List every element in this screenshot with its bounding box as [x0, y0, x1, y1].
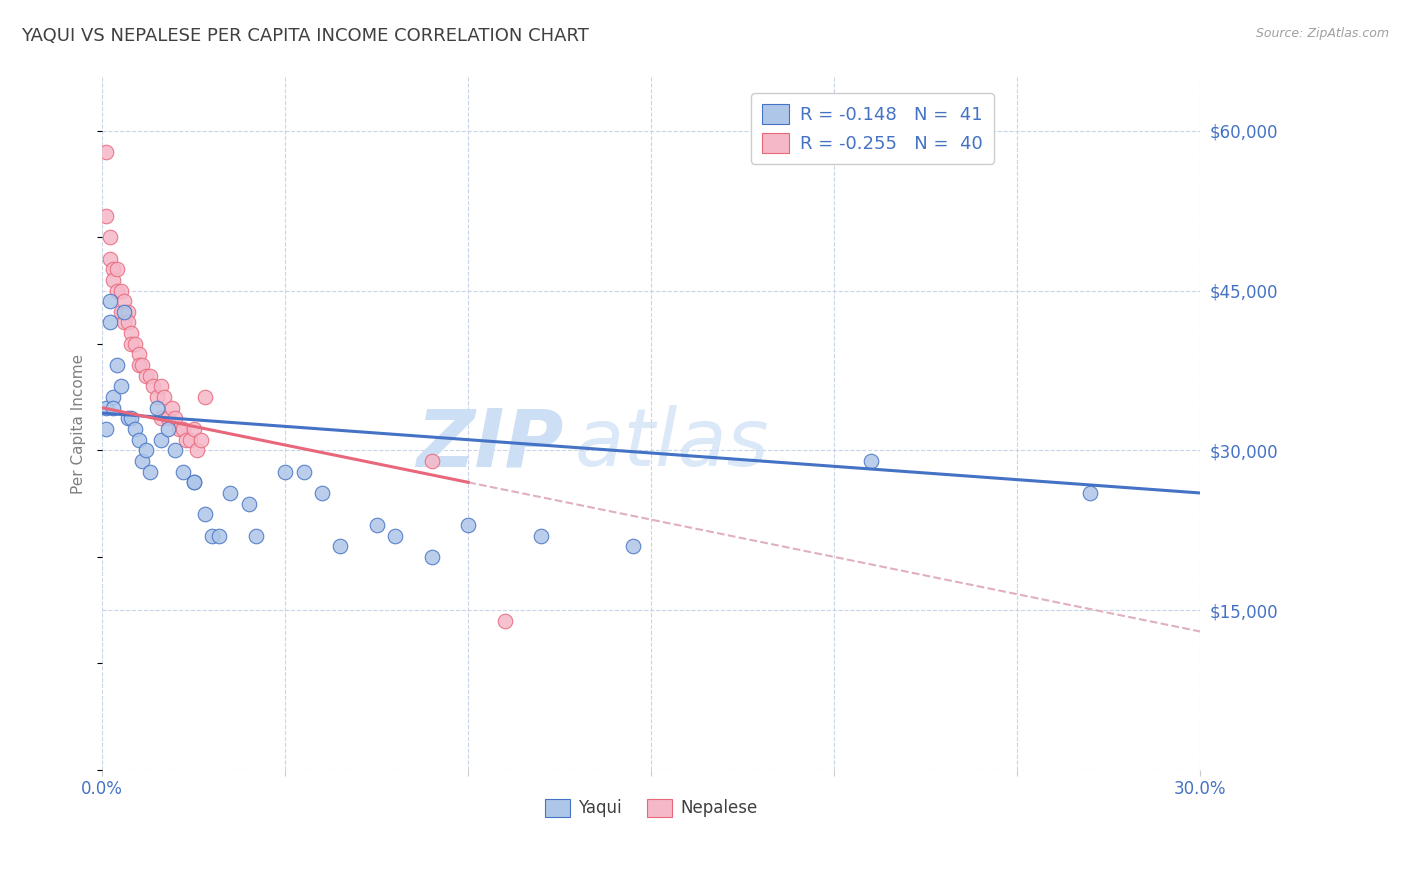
Point [117, 316, 139, 330]
Point [128, 433, 150, 447]
Point [179, 433, 201, 447]
Point [172, 422, 194, 436]
Point [112, 316, 135, 330]
Point [135, 368, 157, 383]
Point [384, 528, 406, 542]
Point [110, 284, 132, 298]
Point [183, 422, 205, 436]
Text: Source: ZipAtlas.com: Source: ZipAtlas.com [1256, 27, 1389, 40]
Point [149, 411, 172, 425]
Point [131, 358, 153, 372]
Point [149, 433, 172, 447]
Point [131, 454, 153, 468]
Point [457, 517, 479, 532]
Point [621, 539, 644, 553]
Point [105, 358, 128, 372]
Point [98, 230, 121, 244]
Point [124, 336, 146, 351]
Point [366, 517, 388, 532]
Point [859, 454, 882, 468]
Point [103, 273, 125, 287]
Point [420, 549, 443, 564]
Point [128, 347, 150, 361]
Point [165, 411, 187, 425]
Point [103, 262, 125, 277]
Point [153, 390, 176, 404]
Point [194, 390, 217, 404]
Point [94, 401, 117, 415]
Point [530, 528, 553, 542]
Text: atlas: atlas [574, 406, 769, 483]
Point [98, 316, 121, 330]
Point [98, 252, 121, 266]
Point [94, 422, 117, 436]
Point [121, 411, 143, 425]
Point [194, 508, 217, 522]
Point [420, 454, 443, 468]
Point [146, 390, 169, 404]
Point [201, 528, 224, 542]
Point [157, 422, 180, 436]
Point [110, 379, 132, 393]
Point [245, 528, 267, 542]
Point [157, 411, 180, 425]
Point [139, 368, 162, 383]
Point [149, 379, 172, 393]
Point [121, 336, 143, 351]
Point [98, 294, 121, 309]
Point [219, 486, 242, 500]
Point [142, 379, 165, 393]
Point [112, 305, 135, 319]
Point [94, 209, 117, 223]
Point [183, 475, 205, 490]
Y-axis label: Per Capita Income: Per Capita Income [72, 353, 86, 494]
Text: YAQUI VS NEPALESE PER CAPITA INCOME CORRELATION CHART: YAQUI VS NEPALESE PER CAPITA INCOME CORR… [21, 27, 589, 45]
Point [292, 465, 315, 479]
Point [105, 284, 128, 298]
Point [105, 262, 128, 277]
Point [176, 433, 198, 447]
Point [238, 497, 260, 511]
Point [135, 443, 157, 458]
Point [172, 465, 194, 479]
Point [208, 528, 231, 542]
Point [329, 539, 352, 553]
Point [103, 401, 125, 415]
Legend: Yaqui, Nepalese: Yaqui, Nepalese [538, 792, 763, 824]
Point [274, 465, 297, 479]
Point [146, 401, 169, 415]
Point [103, 390, 125, 404]
Point [94, 145, 117, 159]
Point [190, 433, 212, 447]
Point [110, 305, 132, 319]
Point [117, 305, 139, 319]
Point [121, 326, 143, 340]
Point [112, 294, 135, 309]
Point [124, 422, 146, 436]
Point [1080, 486, 1102, 500]
Point [183, 475, 205, 490]
Text: ZIP: ZIP [416, 406, 564, 483]
Point [186, 443, 208, 458]
Point [128, 358, 150, 372]
Point [139, 465, 162, 479]
Point [165, 443, 187, 458]
Point [167, 422, 190, 436]
Point [494, 614, 516, 628]
Point [117, 411, 139, 425]
Point [160, 401, 183, 415]
Point [311, 486, 333, 500]
